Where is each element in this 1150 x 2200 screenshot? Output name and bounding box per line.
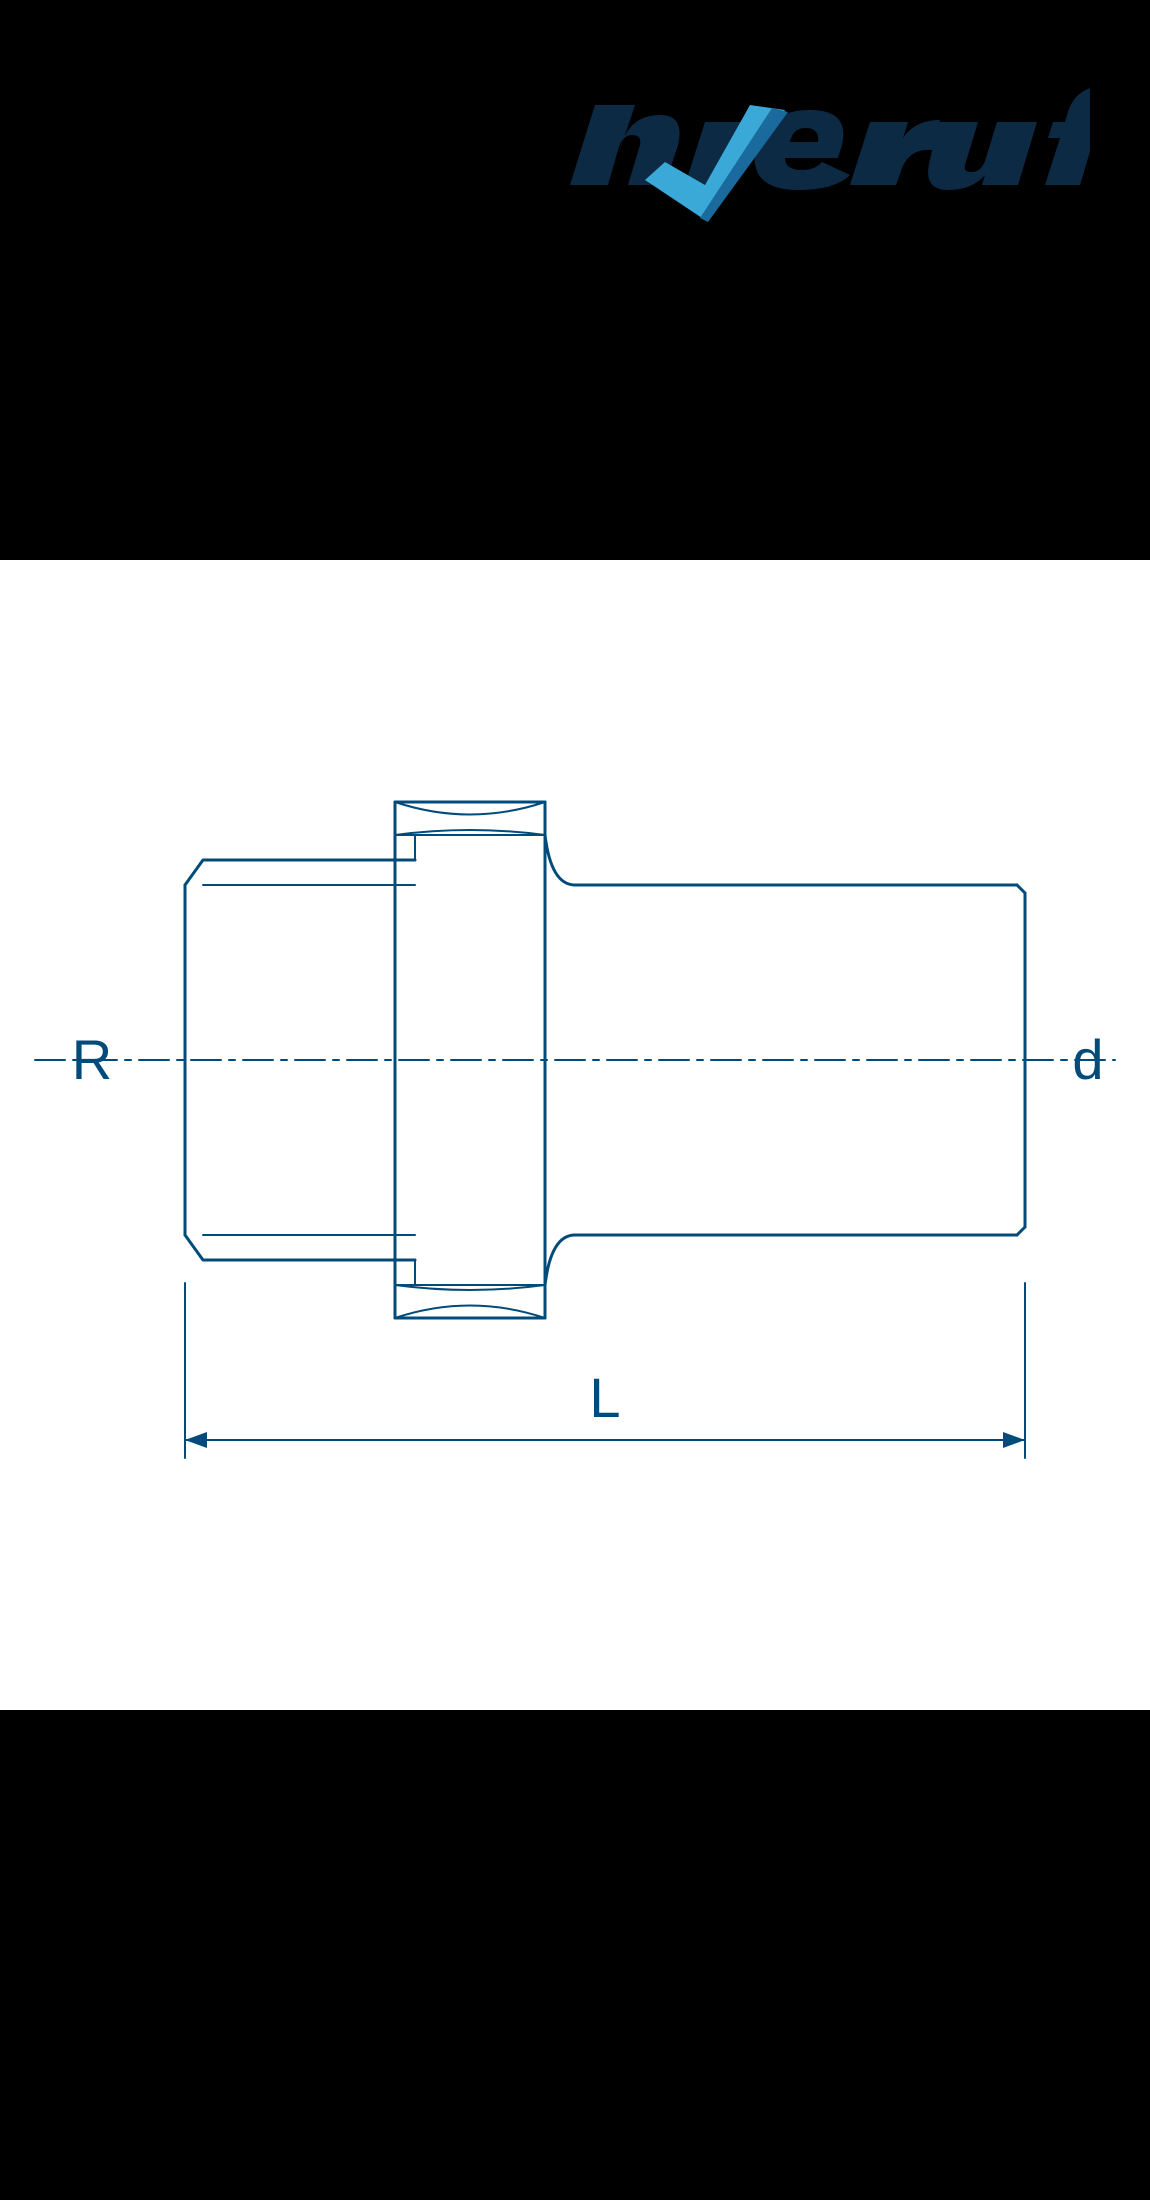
fitting-diagram: L Rd <box>0 560 1150 1710</box>
brand-logo <box>550 50 1090 250</box>
technical-drawing: L Rd <box>0 560 1150 1710</box>
svg-text:d: d <box>1072 1028 1103 1091</box>
svg-text:L: L <box>589 1366 620 1429</box>
svg-text:R: R <box>72 1028 112 1091</box>
